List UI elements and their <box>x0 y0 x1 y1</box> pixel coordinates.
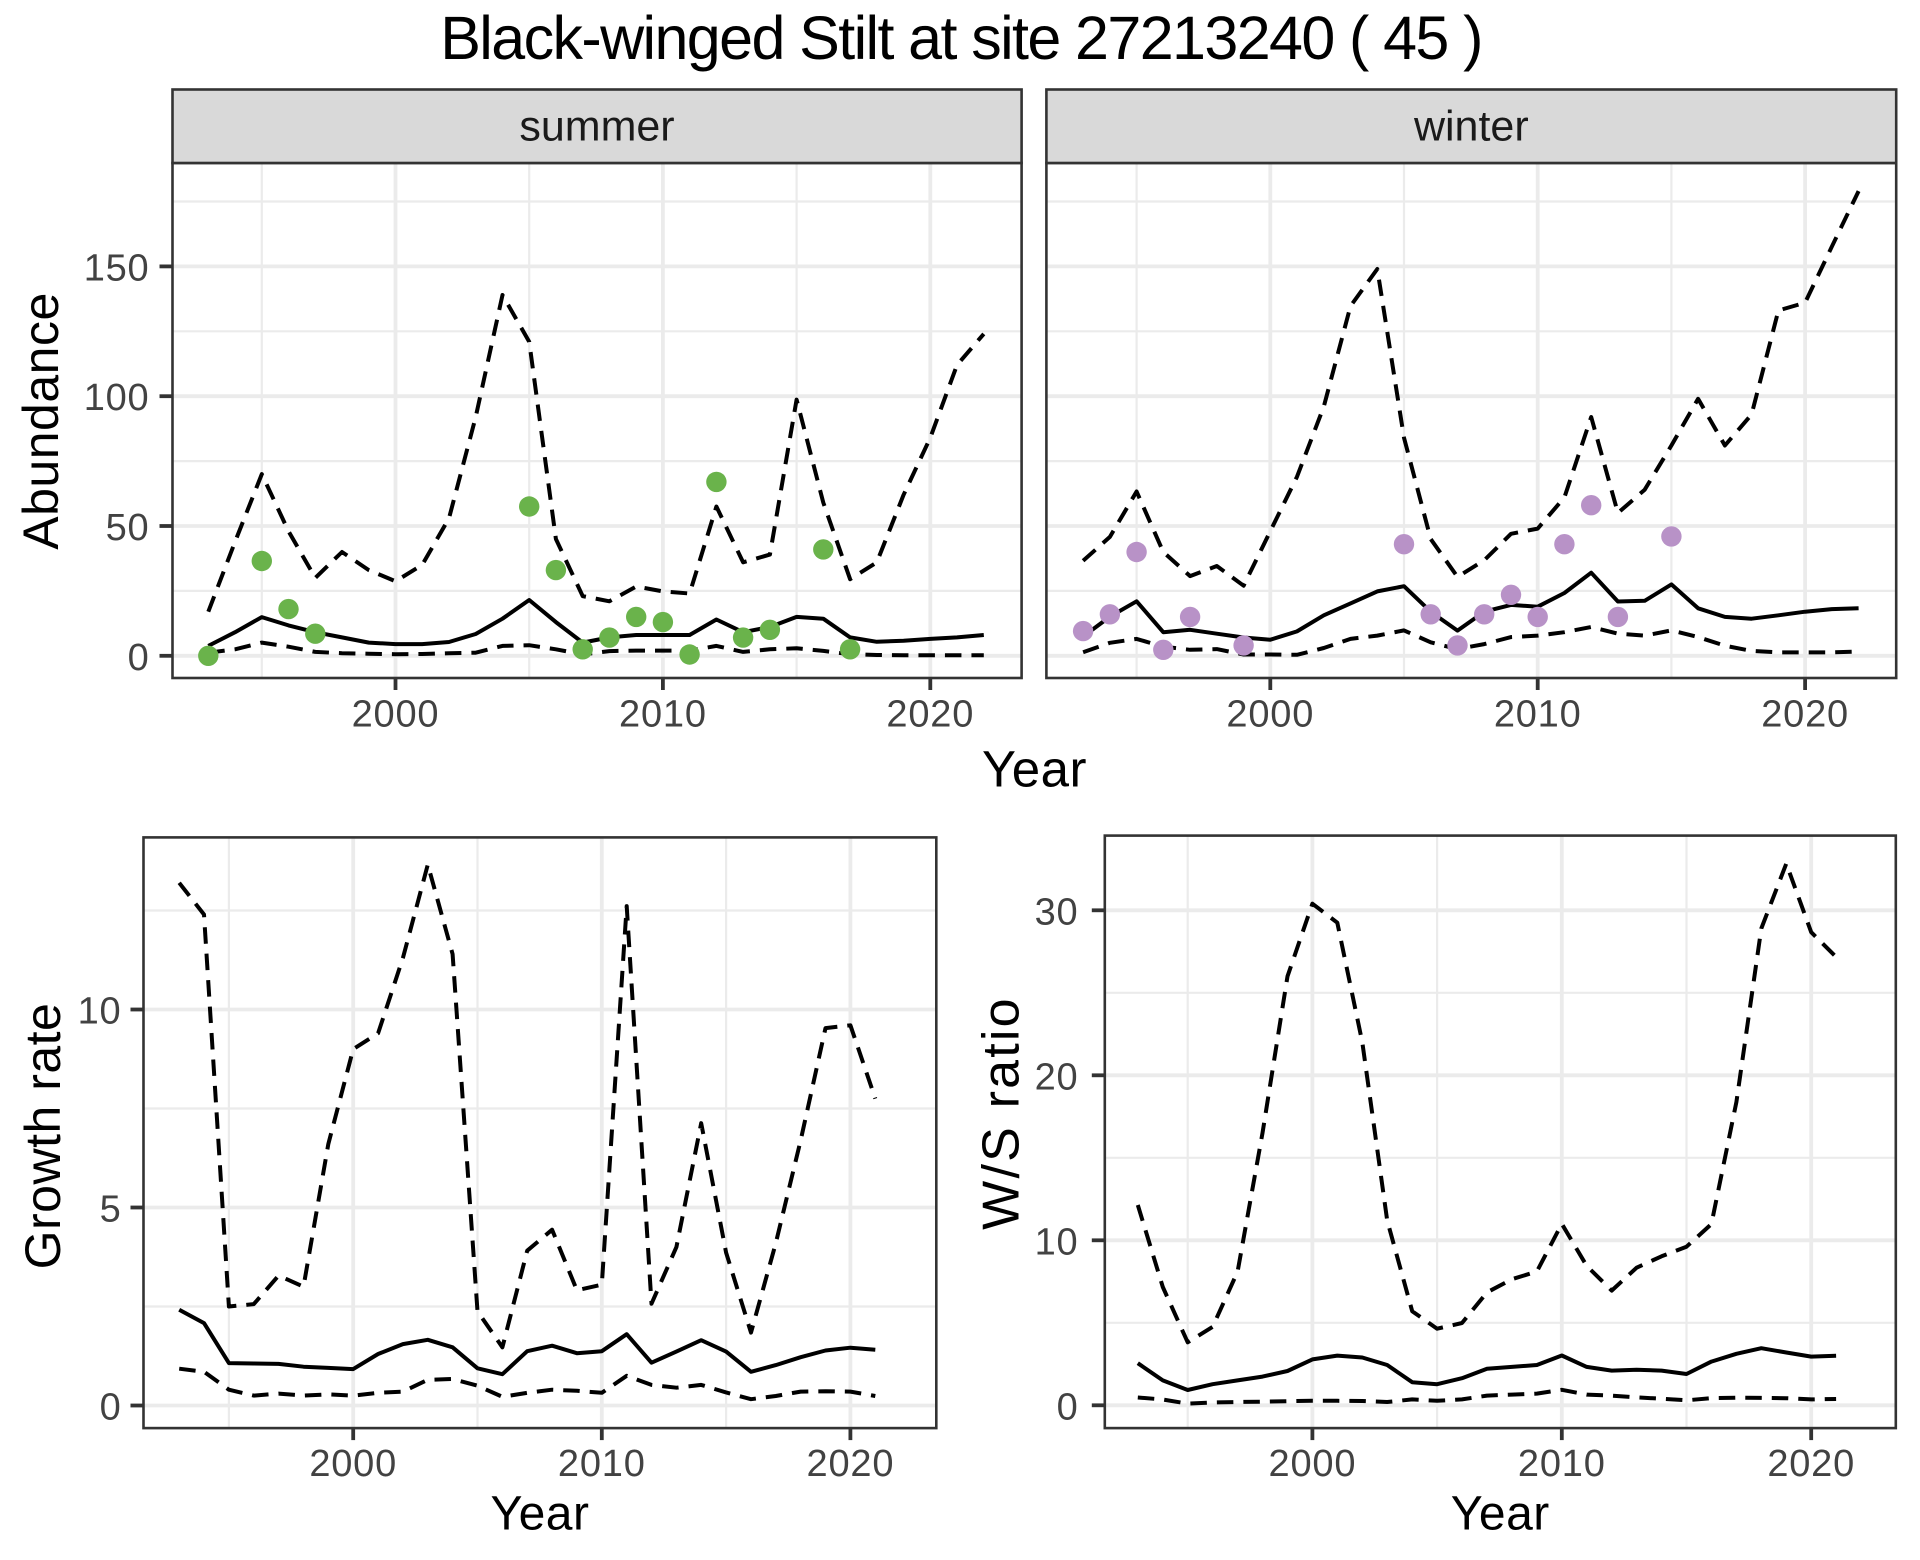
svg-text:100: 100 <box>84 377 150 419</box>
svg-text:30: 30 <box>1035 891 1079 933</box>
svg-text:2020: 2020 <box>807 1443 895 1485</box>
svg-text:2010: 2010 <box>619 694 707 736</box>
svg-text:W/S ratio: W/S ratio <box>973 996 1031 1230</box>
svg-text:150: 150 <box>84 247 150 289</box>
svg-text:Black-winged Stilt at site 272: Black-winged Stilt at site 27213240 ( 45… <box>440 4 1482 72</box>
svg-text:2000: 2000 <box>309 1443 397 1485</box>
svg-text:2000: 2000 <box>1269 1443 1357 1485</box>
svg-text:summer: summer <box>519 103 674 151</box>
svg-text:0: 0 <box>100 1387 122 1429</box>
svg-text:Abundance: Abundance <box>13 292 69 550</box>
svg-text:20: 20 <box>1035 1056 1079 1098</box>
svg-text:10: 10 <box>78 991 122 1033</box>
svg-text:2010: 2010 <box>1518 1443 1606 1485</box>
svg-text:2020: 2020 <box>886 694 974 736</box>
svg-text:2010: 2010 <box>558 1443 646 1485</box>
svg-text:0: 0 <box>128 637 150 679</box>
svg-text:2000: 2000 <box>352 694 440 736</box>
svg-text:Growth rate: Growth rate <box>15 1003 71 1270</box>
svg-text:2000: 2000 <box>1226 694 1314 736</box>
svg-text:0: 0 <box>1057 1386 1079 1428</box>
svg-text:2010: 2010 <box>1494 694 1582 736</box>
svg-text:50: 50 <box>106 507 150 549</box>
svg-text:5: 5 <box>100 1189 122 1231</box>
svg-text:winter: winter <box>1413 103 1529 151</box>
svg-text:Year: Year <box>1451 1488 1550 1541</box>
svg-text:Year: Year <box>982 741 1087 798</box>
svg-text:2020: 2020 <box>1761 694 1849 736</box>
svg-text:2020: 2020 <box>1767 1443 1855 1485</box>
svg-text:Year: Year <box>491 1488 590 1541</box>
svg-text:10: 10 <box>1035 1221 1079 1263</box>
